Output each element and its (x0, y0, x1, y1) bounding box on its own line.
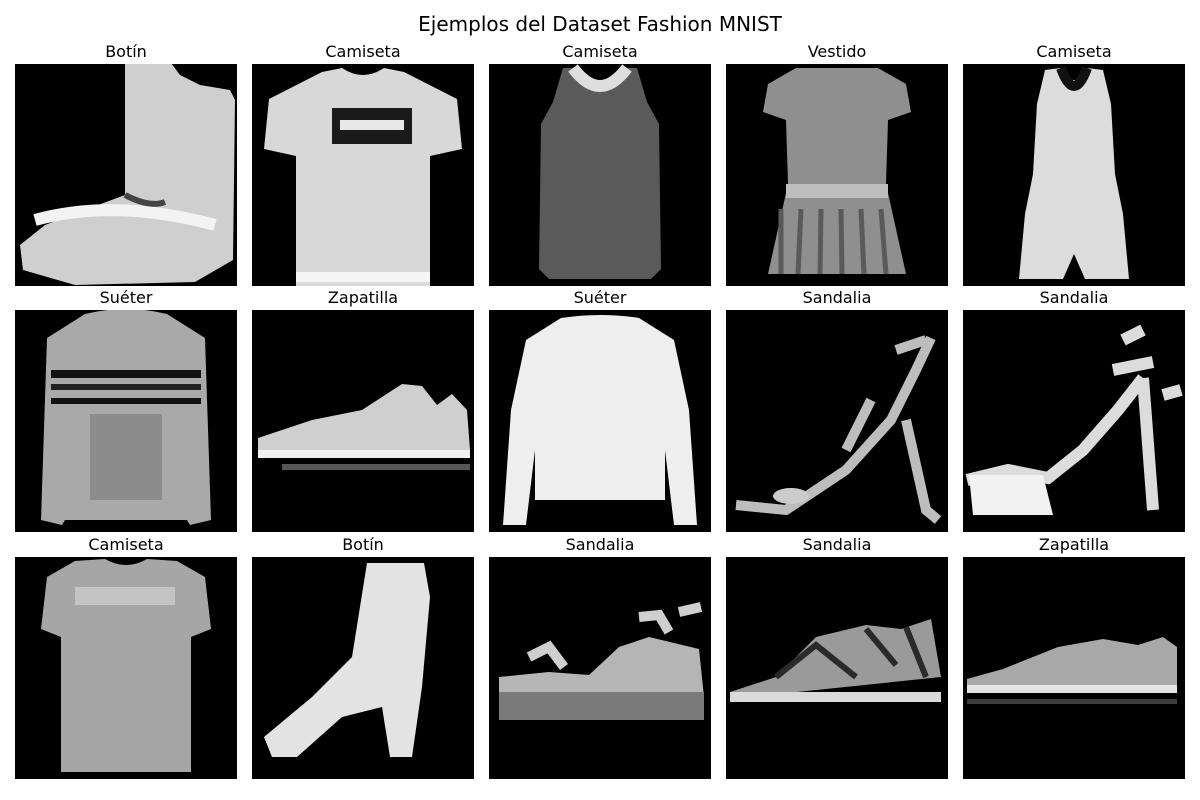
sample-cell: Camiseta (489, 40, 711, 286)
heeled-boot-icon (252, 557, 474, 779)
low-sneaker-icon (963, 557, 1185, 779)
sample-cell: Zapatilla (252, 286, 474, 532)
sample-label: Sandalia (565, 535, 635, 554)
sample-label: Botín (342, 535, 384, 554)
sample-label: Camiseta (1036, 42, 1112, 61)
sample-label: Camiseta (562, 42, 638, 61)
platform-sandal-icon (489, 557, 711, 779)
sample-cell: Camiseta (252, 40, 474, 286)
sample-label: Sandalia (802, 288, 872, 307)
sample-label: Suéter (573, 288, 627, 307)
sample-label: Zapatilla (327, 288, 399, 307)
tshirt-icon (252, 64, 474, 286)
sweater-icon (489, 310, 711, 532)
sample-cell: Botín (15, 40, 237, 286)
sample-label: Vestido (807, 42, 867, 61)
sample-cell: Sandalia (726, 533, 948, 779)
sneaker-icon (252, 310, 474, 532)
sample-cell: Vestido (726, 40, 948, 286)
sample-cell: Camiseta (15, 533, 237, 779)
sample-label: Sandalia (802, 535, 872, 554)
sample-cell: Sandalia (489, 533, 711, 779)
sample-label: Camiseta (88, 535, 164, 554)
long-tshirt-icon (15, 557, 237, 779)
sample-label: Sandalia (1039, 288, 1109, 307)
tank-top-icon (489, 64, 711, 286)
sample-cell: Suéter (489, 286, 711, 532)
sample-label: Suéter (99, 288, 153, 307)
tank-top-light-icon (963, 64, 1185, 286)
sample-label: Botín (105, 42, 147, 61)
sample-cell: Suéter (15, 286, 237, 532)
sample-cell: Zapatilla (963, 533, 1185, 779)
heeled-sandal-icon (726, 310, 948, 532)
sample-cell: Botín (252, 533, 474, 779)
striped-sweater-icon (15, 310, 237, 532)
sample-cell: Camiseta (963, 40, 1185, 286)
flat-sandal-icon (726, 557, 948, 779)
sample-cell: Sandalia (726, 286, 948, 532)
sample-label: Zapatilla (1038, 535, 1110, 554)
sample-label: Camiseta (325, 42, 401, 61)
sample-cell: Sandalia (963, 286, 1185, 532)
platform-heel-sandal-icon (963, 310, 1185, 532)
figure-title: Ejemplos del Dataset Fashion MNIST (418, 12, 782, 36)
dress-icon (726, 64, 948, 286)
ankle-boot-icon (15, 64, 237, 286)
